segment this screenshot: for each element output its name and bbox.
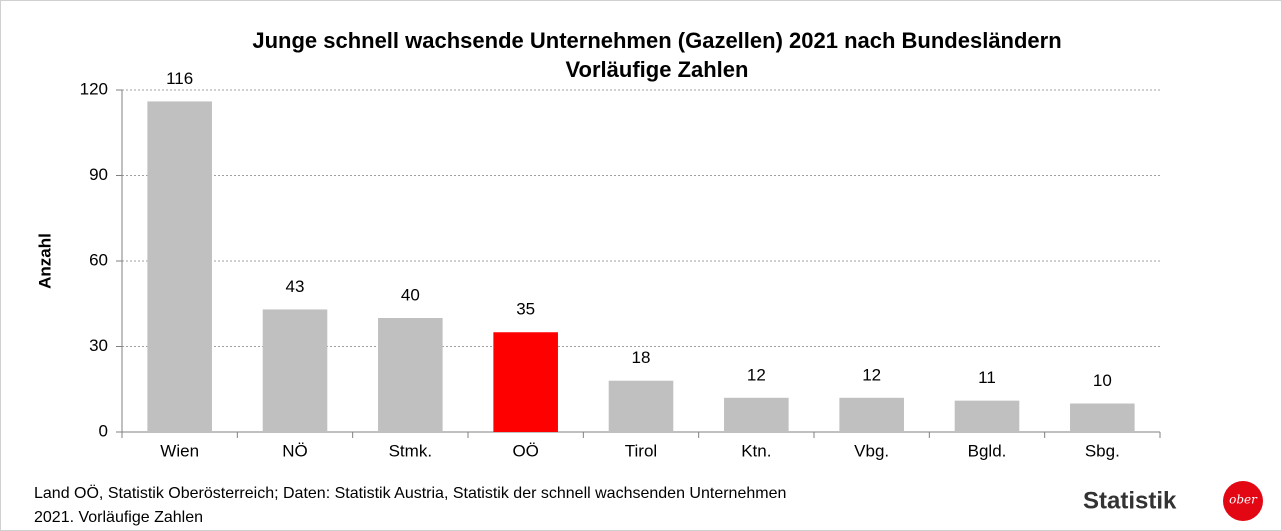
data-label: 35 <box>516 300 535 319</box>
data-label: 12 <box>862 365 881 384</box>
source-line: 2021. Vorläufige Zahlen <box>34 509 203 526</box>
logo-badge-text: ober <box>1229 493 1258 507</box>
bar <box>493 332 558 432</box>
chart-title: Junge schnell wachsende Unternehmen (Gaz… <box>252 28 1061 53</box>
x-tick-label: Tirol <box>625 441 657 460</box>
bar <box>262 309 328 432</box>
x-tick-label: Bgld. <box>968 441 1007 460</box>
data-label: 40 <box>401 285 420 304</box>
x-tick-label: OÖ <box>512 441 538 460</box>
x-tick-label: NÖ <box>282 441 308 460</box>
data-label: 10 <box>1093 371 1112 390</box>
data-label: 11 <box>978 368 996 387</box>
x-tick-label: Sbg. <box>1085 441 1120 460</box>
data-label: 43 <box>286 277 305 296</box>
x-tick-label: Vbg. <box>854 441 889 460</box>
chart-subtitle: Vorläufige Zahlen <box>566 57 749 82</box>
x-tick-label: Stmk. <box>389 441 432 460</box>
bar <box>954 400 1020 432</box>
bar <box>378 318 443 432</box>
logo-text: Statistik <box>1083 487 1177 514</box>
bar <box>147 101 212 433</box>
y-tick-label: 0 <box>99 421 108 440</box>
logo-badge <box>1223 481 1263 521</box>
bar <box>1070 403 1135 432</box>
data-label: 12 <box>747 365 766 384</box>
data-label: 18 <box>632 348 651 367</box>
bar <box>839 397 904 432</box>
x-tick-label: Ktn. <box>741 441 771 460</box>
source-line: Land OÖ, Statistik Oberösterreich; Daten… <box>34 484 786 502</box>
bar <box>724 397 789 432</box>
y-tick-label: 30 <box>89 336 108 355</box>
y-tick-label: 120 <box>80 79 108 98</box>
x-tick-label: Wien <box>160 441 199 460</box>
bar <box>608 380 674 432</box>
y-axis-label: Anzahl <box>35 233 54 289</box>
y-tick-label: 60 <box>89 250 108 269</box>
data-label: 116 <box>166 69 193 88</box>
y-tick-label: 90 <box>89 165 108 184</box>
